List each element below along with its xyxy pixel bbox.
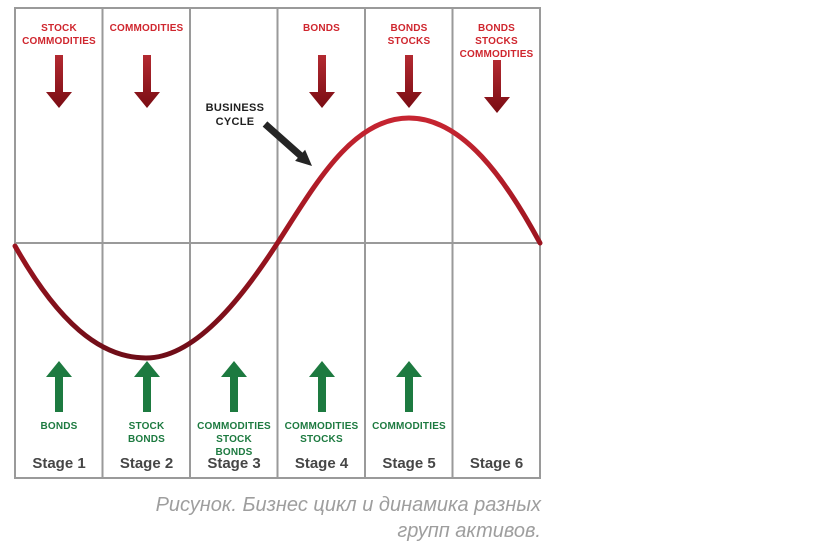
rising-assets-label: COMMODITIES <box>372 421 446 432</box>
up-arrow-icon <box>221 361 247 412</box>
up-arrow-icon <box>46 361 72 412</box>
falling-assets-label: COMMODITIES <box>109 23 184 34</box>
stage-label: Stage 1 <box>32 455 86 472</box>
business-cycle-arrow-icon <box>262 121 312 166</box>
stage-label: Stage 2 <box>119 455 174 472</box>
falling-assets-label: BONDS STOCKS <box>387 23 431 47</box>
falling-assets-label: STOCK COMMODITIES <box>22 23 96 47</box>
stage-label: Stage 6 <box>469 455 524 472</box>
stage-4-column: BONDS COMMODITIES STOCKS Stage 4 <box>278 0 366 478</box>
rising-assets-label: STOCK BONDS <box>127 421 166 445</box>
business-cycle-curve <box>12 115 543 361</box>
stage-1-column: STOCK COMMODITIES BONDS Stage 1 <box>15 0 103 478</box>
down-arrow-icon <box>483 60 510 113</box>
stage-6-column: BONDS STOCKS COMMODITIES Stage 6 <box>453 0 541 478</box>
up-arrow-icon <box>396 361 422 412</box>
down-arrow-icon <box>396 55 422 108</box>
figure-caption: Рисунок. Бизнес цикл и динамика разных г… <box>155 494 541 542</box>
rising-assets-label: COMMODITIES STOCK BONDS <box>197 421 271 458</box>
up-arrow-icon <box>308 361 335 412</box>
stage-3-column: COMMODITIES STOCK BONDS Stage 3 <box>190 0 278 478</box>
down-arrow-icon <box>308 55 335 108</box>
up-arrow-icon <box>133 361 160 412</box>
business-cycle-label: BUSINESS CYCLE <box>205 102 265 128</box>
stage-label: Stage 3 <box>207 455 261 472</box>
stage-2-column: COMMODITIES STOCK BONDS Stage 2 <box>103 0 191 478</box>
stage-label: Stage 5 <box>382 455 436 472</box>
down-arrow-icon <box>46 55 72 108</box>
falling-assets-label: BONDS STOCKS COMMODITIES <box>459 23 534 60</box>
down-arrow-icon <box>133 55 160 108</box>
stage-5-column: BONDS STOCKS COMMODITIES Stage 5 <box>365 0 453 478</box>
rising-assets-label: BONDS <box>40 421 78 432</box>
falling-assets-label: BONDS <box>302 23 341 34</box>
stage-label: Stage 4 <box>294 455 349 472</box>
rising-assets-label: COMMODITIES STOCKS <box>284 421 359 445</box>
